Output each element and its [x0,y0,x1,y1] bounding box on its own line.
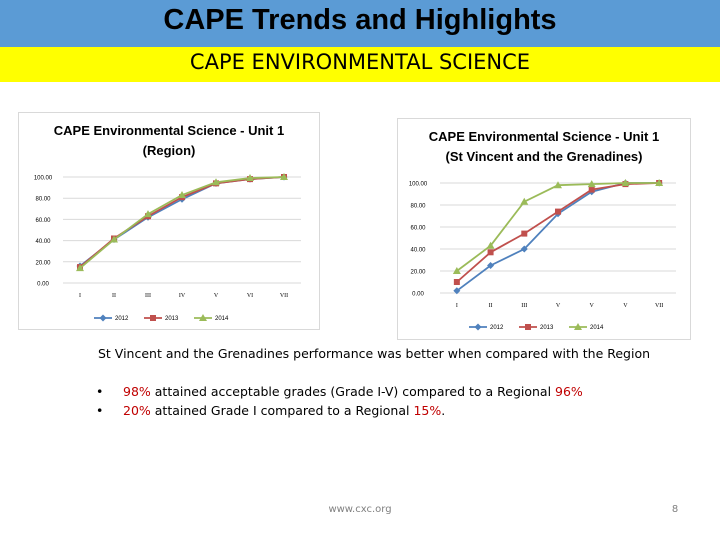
y-tick-label: 0.00 [412,292,424,298]
data-point [588,186,595,193]
subtitle-bar [0,47,720,82]
data-point [212,178,220,186]
y-tick-label: 80.00 [35,197,51,203]
data-point [487,262,495,269]
x-tick-label: I [456,303,458,309]
legend-label: 2012 [115,316,129,322]
legend-label: 2014 [590,325,604,331]
x-tick-label: II [112,293,116,299]
data-point [520,197,529,205]
y-tick-label: 40.00 [35,239,51,245]
data-point [587,180,596,188]
data-point [521,230,528,237]
series-line [79,176,285,269]
x-tick-label: VII [655,303,663,309]
series-line [79,176,285,267]
footer-url: www.cxc.org [328,504,392,515]
slide-subtitle: CAPE ENVIRONMENTAL SCIENCE [189,50,531,74]
data-point [110,235,118,243]
data-point [525,324,531,330]
y-tick-label: 40.00 [410,248,426,254]
x-tick-label: III [145,293,151,299]
y-tick-label: 20.00 [35,260,51,266]
bullet-highlight: 15% [413,403,442,418]
title-bar [0,0,720,47]
data-point [453,287,461,295]
data-point [520,245,528,253]
page-number: 8 [671,504,679,515]
data-point [453,279,460,285]
y-tick-label: 20.00 [410,270,426,276]
x-tick-label: II [489,303,493,309]
data-point [150,315,156,321]
bullet-text: attained Grade I compared to a Regional [150,403,414,418]
bullet-highlight: 20% [123,403,151,418]
data-point [99,314,107,322]
y-tick-label: 100.00 [409,182,428,188]
y-tick-label: 0.00 [37,282,49,288]
bullet-item: • 20% attained Grade I compared to a Regi… [96,403,583,422]
data-point [655,179,664,186]
y-tick-label: 60.00 [410,226,426,232]
bullet-list: • 98% attained acceptable grades (Grade I… [96,384,583,422]
bullet-dot: • [96,403,104,418]
data-point [486,241,495,249]
bullet-highlight: 96% [555,384,583,399]
data-point [246,174,254,182]
bullet-item: • 98% attained acceptable grades (Grade I… [96,384,583,403]
x-tick-label: III [521,303,527,309]
x-tick-label: VII [280,293,288,299]
chart-subtitle: (Region) [143,143,196,158]
data-point [178,191,186,199]
y-tick-label: 100.00 [34,176,53,182]
chart-subtitle: (St Vincent and the Grenadines) [446,149,643,164]
chart-title: CAPE Environmental Science - Unit 1 [429,129,659,144]
x-tick-label: IV [179,293,186,299]
slide-title: CAPE Trends and Highlights [163,4,557,36]
bullet-text: attained acceptable grades (Grade I-V) c… [150,384,556,399]
series-line [456,182,660,292]
data-point [474,323,482,331]
data-point [144,210,152,218]
legend-label: 2012 [490,325,504,331]
x-tick-label: V [590,303,595,309]
data-point [555,208,561,215]
legend-label: 2014 [215,316,229,322]
bullet-dot: • [96,384,104,399]
series-line [79,176,285,268]
data-point [76,264,84,272]
legend-label: 2013 [165,316,179,322]
data-point [487,249,494,256]
data-point [199,314,207,321]
x-tick-label: VI [247,293,253,299]
data-point [554,181,562,189]
data-point [280,173,288,180]
region-chart-svg: CAPE Environmental Science - Unit 1 (Regi… [34,123,301,322]
bullet-post: . [441,403,446,418]
y-tick-label: 80.00 [410,204,426,210]
data-point [574,323,582,330]
y-tick-label: 60.00 [35,218,51,224]
chart-title: CAPE Environmental Science - Unit 1 [54,123,284,138]
region-chart: CAPE Environmental Science - Unit 1 (Regi… [18,112,320,330]
data-point [452,267,461,274]
x-tick-label: I [79,293,81,299]
svg-chart-svg: CAPE Environmental Science - Unit 1 (St V… [409,129,676,331]
svg-chart: CAPE Environmental Science - Unit 1 (St V… [397,118,691,340]
comparison-statement: St Vincent and the Grenadines performanc… [98,346,651,361]
x-tick-label: V [623,303,628,309]
x-tick-label: V [556,303,561,309]
legend-label: 2013 [540,325,554,331]
bullet-highlight: 98% [123,384,151,399]
data-point [621,179,630,186]
x-tick-label: V [214,293,219,299]
